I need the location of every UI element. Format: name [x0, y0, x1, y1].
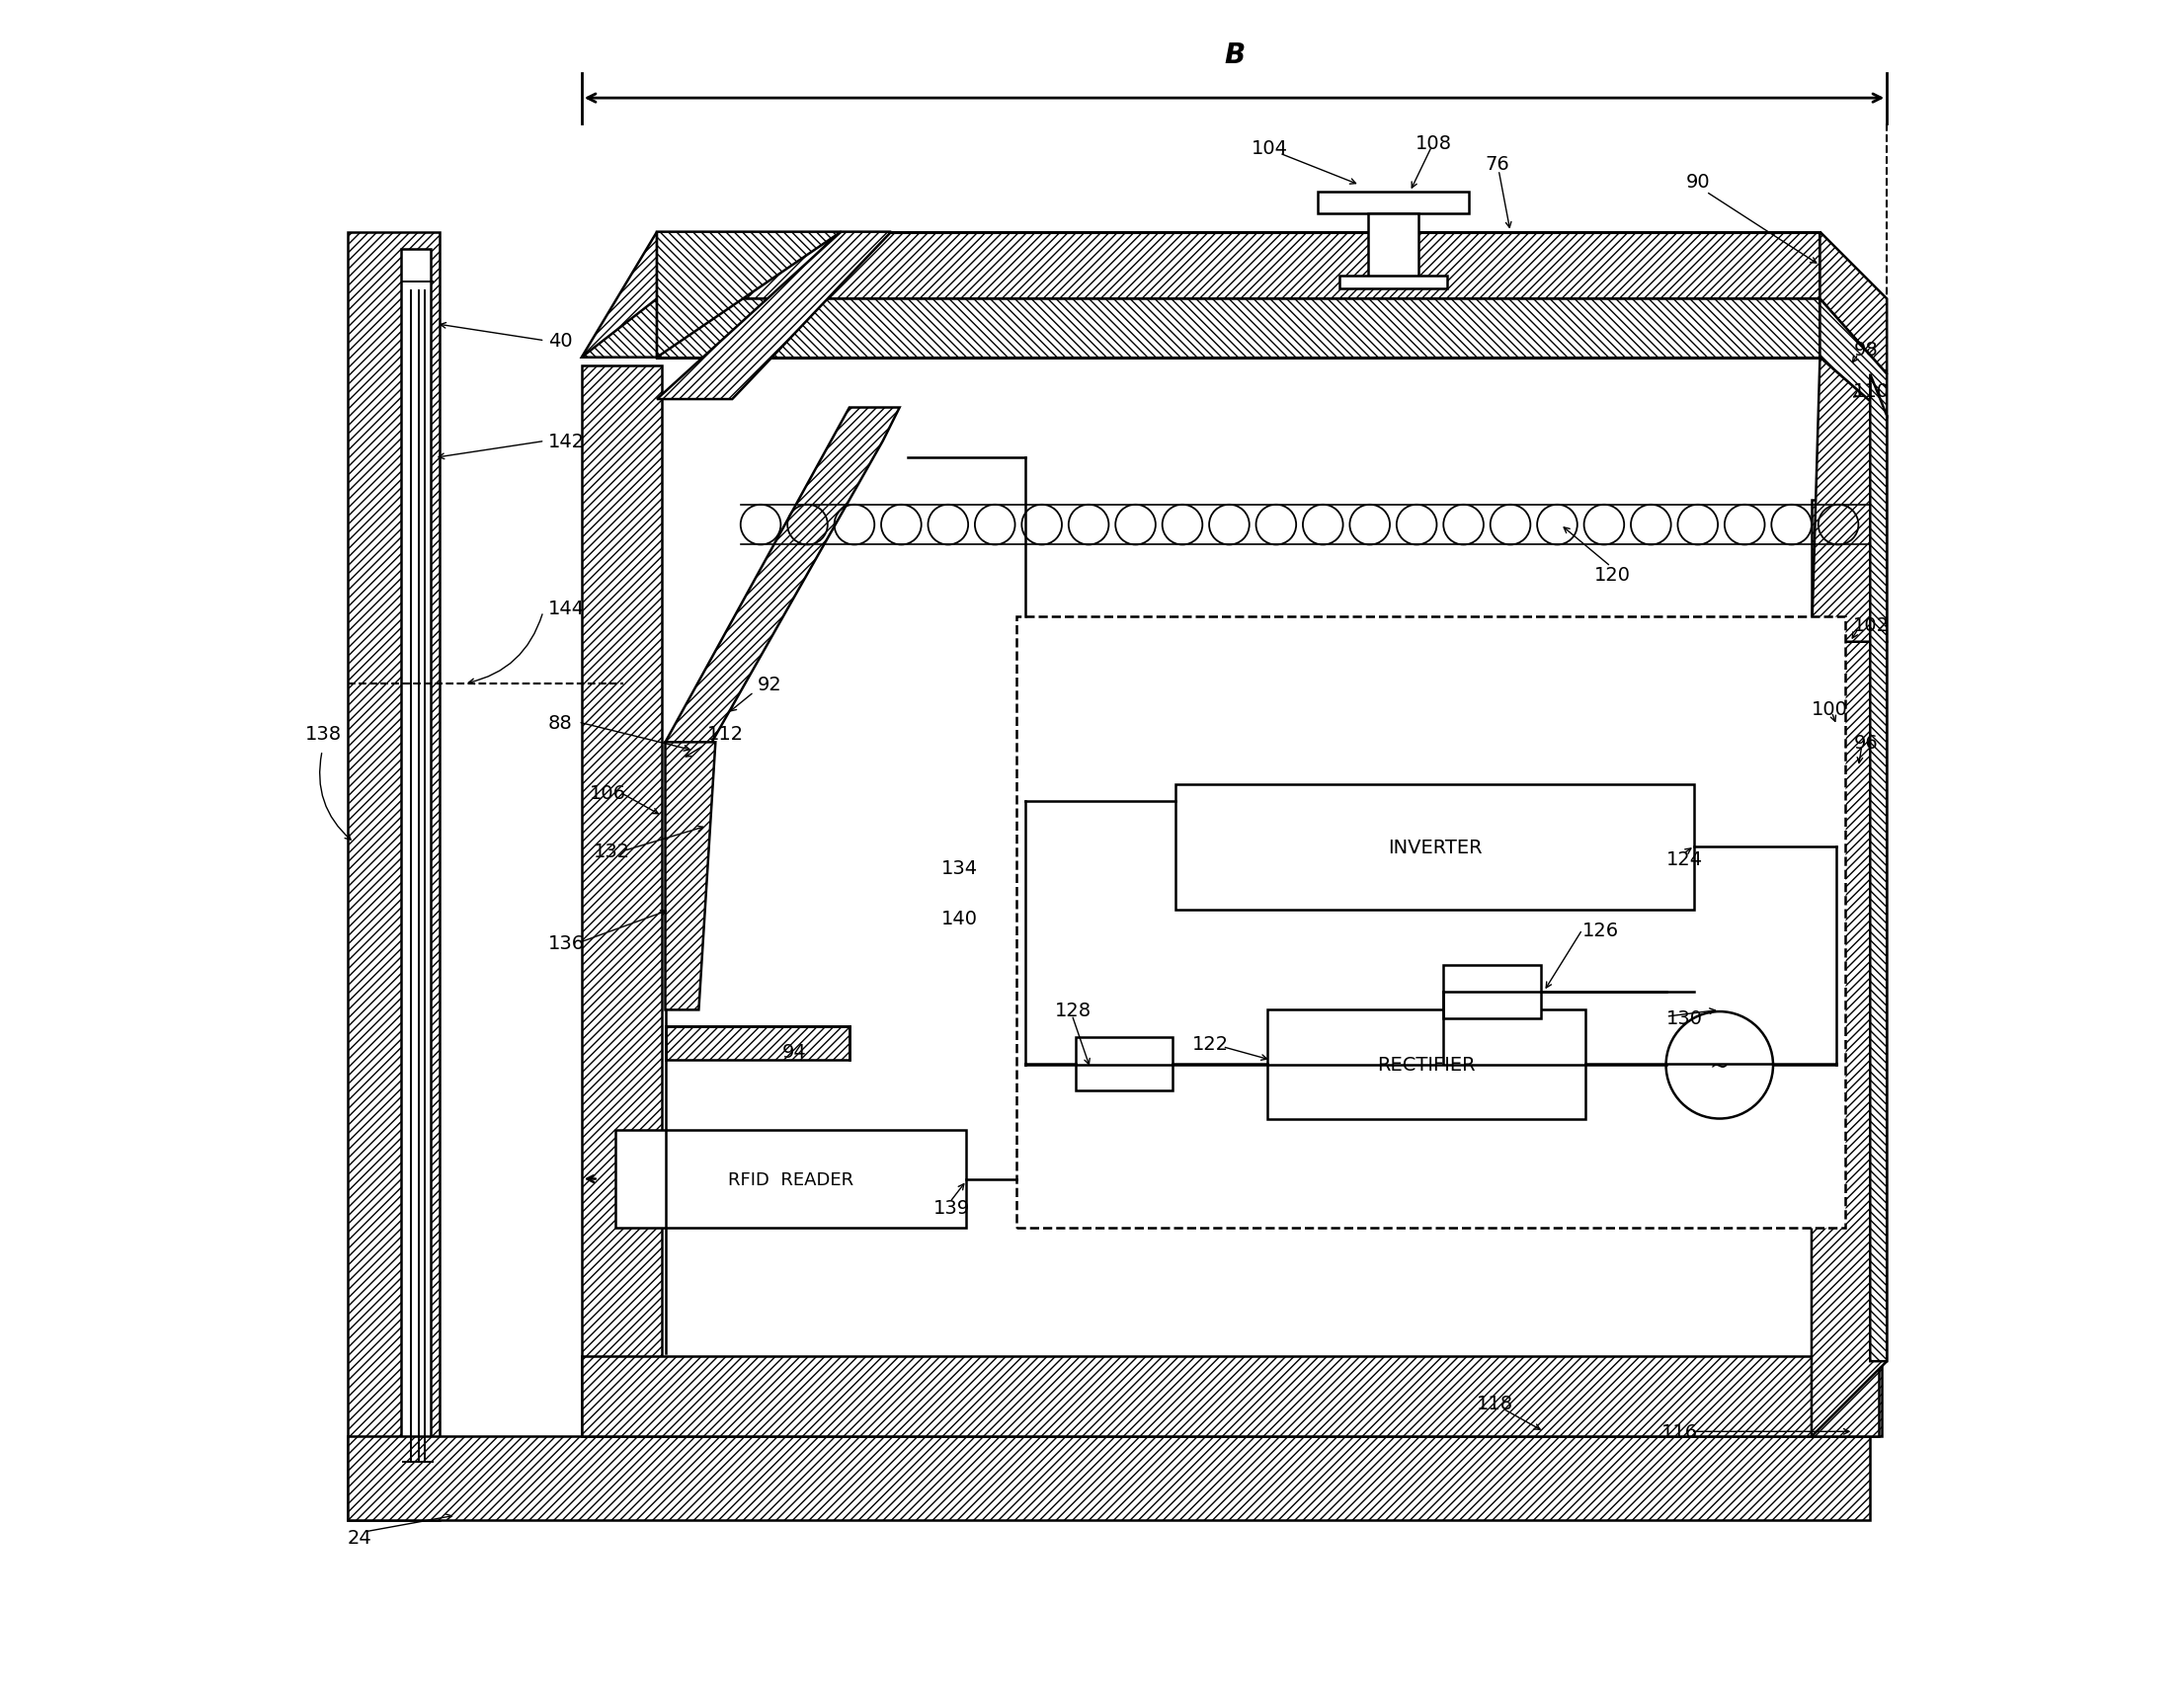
Text: 120: 120: [1594, 566, 1631, 585]
Text: INVERTER: INVERTER: [1387, 838, 1483, 856]
Polygon shape: [666, 742, 716, 1010]
Polygon shape: [657, 233, 841, 357]
Bar: [1175, 784, 1695, 910]
Bar: [616, 1131, 968, 1227]
Text: 142: 142: [548, 432, 585, 452]
Polygon shape: [581, 366, 662, 1436]
Polygon shape: [1819, 233, 1887, 374]
Text: 116: 116: [1662, 1423, 1697, 1442]
Polygon shape: [1870, 374, 1887, 1361]
Bar: [1444, 964, 1540, 1018]
Polygon shape: [1811, 357, 1887, 642]
Text: 140: 140: [941, 909, 978, 927]
Text: RFID  READER: RFID READER: [727, 1170, 854, 1189]
Polygon shape: [1811, 642, 1887, 1436]
Text: 138: 138: [306, 725, 343, 744]
Text: 90: 90: [1686, 174, 1710, 192]
Text: 98: 98: [1854, 341, 1878, 359]
Text: 88: 88: [548, 713, 572, 732]
Text: RECTIFIER: RECTIFIER: [1378, 1055, 1476, 1074]
Text: 126: 126: [1583, 921, 1618, 939]
Text: 130: 130: [1666, 1010, 1704, 1028]
Text: 24: 24: [347, 1528, 371, 1546]
Text: 94: 94: [782, 1042, 806, 1062]
Text: 118: 118: [1476, 1394, 1514, 1413]
Bar: [657, 233, 1819, 357]
Text: B: B: [1223, 40, 1245, 69]
Text: 132: 132: [594, 841, 629, 862]
Bar: [1339, 277, 1446, 290]
Bar: [402, 250, 430, 1487]
Text: ~: ~: [1710, 1054, 1730, 1077]
Text: 128: 128: [1055, 1001, 1092, 1020]
Text: 40: 40: [548, 332, 572, 351]
Polygon shape: [581, 1357, 1878, 1436]
Polygon shape: [657, 233, 1819, 300]
Bar: [1367, 214, 1417, 282]
Text: 110: 110: [1854, 383, 1889, 401]
Polygon shape: [347, 233, 439, 1521]
Text: 100: 100: [1811, 700, 1848, 718]
Bar: [1018, 617, 1845, 1227]
Bar: [1267, 1010, 1586, 1120]
Text: 136: 136: [548, 934, 585, 953]
Polygon shape: [657, 300, 1819, 357]
Text: 106: 106: [590, 784, 627, 803]
Text: 92: 92: [758, 674, 782, 693]
Polygon shape: [1819, 300, 1887, 416]
Text: 139: 139: [933, 1199, 970, 1217]
Polygon shape: [1811, 501, 1883, 1436]
Polygon shape: [657, 233, 891, 400]
Text: 112: 112: [708, 725, 745, 744]
Bar: [1075, 1037, 1173, 1091]
Text: 134: 134: [941, 858, 978, 877]
Polygon shape: [666, 1027, 850, 1060]
Text: 124: 124: [1666, 850, 1704, 868]
Text: 96: 96: [1854, 733, 1878, 752]
Text: 144: 144: [548, 600, 585, 619]
Polygon shape: [666, 408, 900, 750]
Text: 76: 76: [1485, 155, 1509, 174]
Text: 122: 122: [1192, 1034, 1230, 1054]
Text: 108: 108: [1415, 135, 1452, 153]
Polygon shape: [581, 233, 657, 357]
Polygon shape: [347, 1436, 1870, 1521]
Bar: [1317, 192, 1468, 214]
Polygon shape: [581, 300, 657, 357]
Text: 102: 102: [1854, 615, 1889, 636]
Text: 104: 104: [1251, 140, 1289, 158]
